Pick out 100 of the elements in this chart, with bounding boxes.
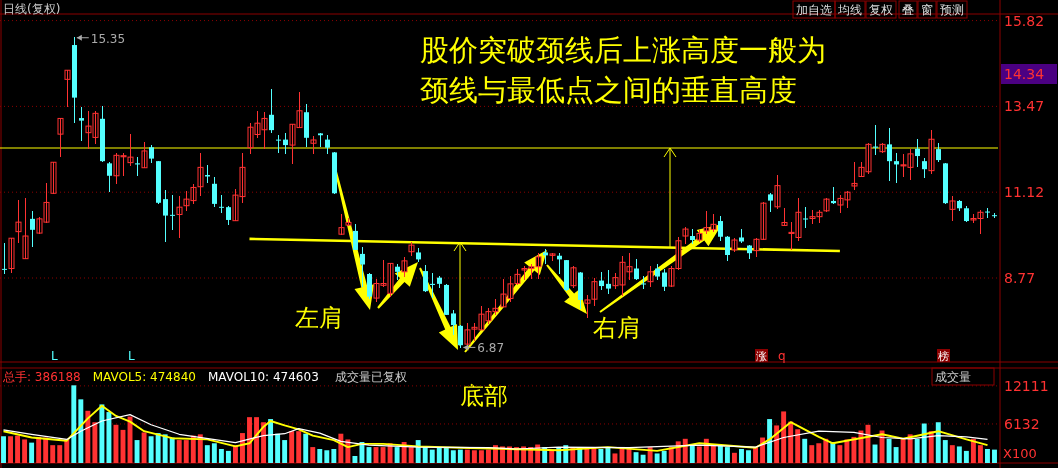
bar <box>907 434 913 463</box>
bar <box>254 417 259 463</box>
bar <box>1 436 6 463</box>
bar <box>935 422 941 463</box>
candlestick <box>768 192 773 213</box>
candlestick <box>338 213 345 236</box>
bar <box>963 450 969 463</box>
annotation: 右肩 <box>593 314 641 342</box>
bar <box>155 433 161 463</box>
bar <box>830 441 836 463</box>
candlestick <box>64 68 71 108</box>
bar <box>78 399 84 463</box>
bar <box>303 433 309 463</box>
bar <box>781 411 787 463</box>
y-tick-label: 15.82 <box>1004 12 1045 29</box>
bar <box>788 421 794 463</box>
bar <box>225 450 231 463</box>
candlestick <box>79 105 84 142</box>
bar <box>471 450 477 463</box>
bar <box>141 432 147 463</box>
bar <box>331 448 337 463</box>
bar <box>949 445 955 463</box>
bar <box>717 445 723 463</box>
bar <box>731 452 737 463</box>
bar <box>324 450 330 463</box>
y-tick-label: 13.47 <box>1004 98 1045 115</box>
bar <box>218 448 224 463</box>
bar <box>443 447 449 463</box>
bar <box>689 445 695 463</box>
bar <box>247 417 252 463</box>
bar <box>408 447 414 463</box>
bar <box>71 385 77 463</box>
bar <box>50 445 56 463</box>
bar <box>317 448 323 463</box>
series-label: 总手: 386188 <box>2 370 81 384</box>
annotation: 6.87 <box>477 341 505 356</box>
line-series <box>2 414 989 450</box>
bar <box>134 440 140 463</box>
bar <box>106 412 112 463</box>
annotation: 叠 <box>902 3 914 17</box>
candlestick <box>141 141 148 169</box>
bar <box>858 430 864 463</box>
bar <box>99 404 105 463</box>
bar <box>598 448 604 463</box>
text: MAVOL10: 474603 <box>207 370 319 384</box>
bar <box>436 447 442 463</box>
bar <box>169 437 175 463</box>
bar <box>928 431 934 463</box>
candlestick <box>851 161 858 191</box>
bar <box>211 443 217 463</box>
bar <box>985 448 990 463</box>
annotation: 15.35 <box>90 31 126 46</box>
bar <box>696 446 702 463</box>
bar <box>457 449 463 463</box>
candlestick <box>774 173 781 210</box>
candlestick <box>781 207 788 227</box>
candlestick <box>197 152 204 198</box>
candlestick <box>928 129 935 176</box>
bar <box>352 456 358 463</box>
bar <box>310 447 316 463</box>
bar <box>640 454 646 463</box>
annotation: 成交量已复权 <box>334 370 407 384</box>
bar <box>724 447 730 463</box>
bar <box>162 434 168 463</box>
bar <box>767 419 773 463</box>
bar <box>486 449 491 463</box>
bar <box>654 453 660 463</box>
candlestick <box>22 197 29 260</box>
bar <box>450 450 456 463</box>
bar <box>956 446 962 463</box>
bar <box>464 449 470 463</box>
candlestick <box>647 265 654 289</box>
y-tick-label: 11.12 <box>1004 184 1045 201</box>
bar <box>900 438 906 463</box>
bar <box>85 410 91 463</box>
bar <box>802 438 808 463</box>
bar <box>977 445 983 463</box>
candlestick <box>401 255 408 278</box>
bar <box>268 419 274 463</box>
text: X100 <box>1003 446 1037 461</box>
text: 14.34 <box>1004 66 1045 82</box>
bar <box>774 425 780 463</box>
candlestick <box>8 236 15 274</box>
bar <box>823 438 829 463</box>
bar <box>176 440 182 463</box>
bar <box>739 448 744 463</box>
bar <box>64 439 70 463</box>
bar <box>296 431 302 463</box>
bar <box>359 441 365 463</box>
bar <box>661 450 667 463</box>
annotation: 榜 <box>938 350 949 363</box>
annotation: 预测 <box>940 3 964 17</box>
bar <box>478 450 484 463</box>
y-tick-label: 6132 <box>1004 415 1040 432</box>
series-label: MAVOL5: 474840 <box>92 370 196 384</box>
bar <box>92 422 98 463</box>
candlestick <box>176 195 183 240</box>
bar <box>183 440 189 463</box>
annotation: 股价突破颈线后上涨高度一般为颈线与最低点之间的垂直高度 <box>420 32 827 109</box>
bar <box>422 447 428 463</box>
